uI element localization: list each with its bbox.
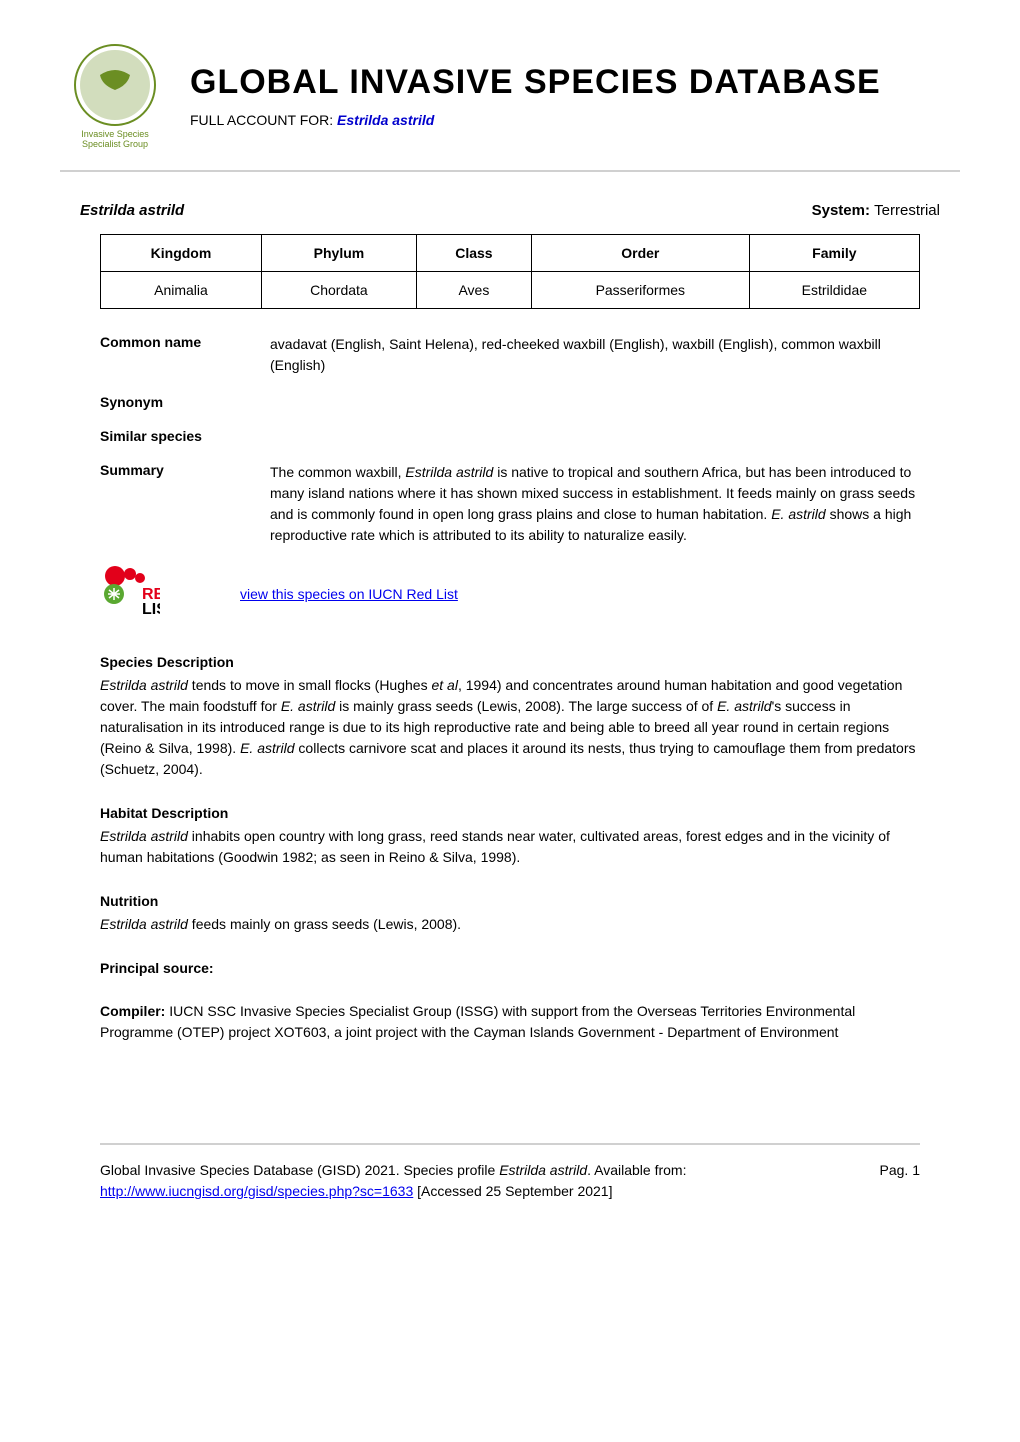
- nutrition-heading: Nutrition: [100, 893, 920, 909]
- similar-species-row: Similar species: [100, 428, 920, 444]
- table-header-row: Kingdom Phylum Class Order Family: [101, 235, 920, 272]
- species-description-section: Species Description Estrilda astrild ten…: [100, 654, 920, 780]
- page-header: Invasive Species Specialist Group GLOBAL…: [60, 40, 960, 172]
- nutrition-text: Estrilda astrild feeds mainly on grass s…: [100, 914, 920, 935]
- page-footer: Global Invasive Species Database (GISD) …: [100, 1143, 920, 1202]
- subtitle-species: Estrilda astrild: [337, 112, 434, 128]
- habitat-description-heading: Habitat Description: [100, 805, 920, 821]
- common-name-row: Common name avadavat (English, Saint Hel…: [100, 334, 920, 376]
- compiler-section: Compiler: IUCN SSC Invasive Species Spec…: [100, 1001, 920, 1043]
- common-name-label: Common name: [100, 334, 250, 376]
- principal-source-heading: Principal source:: [100, 960, 920, 976]
- taxonomy-table: Kingdom Phylum Class Order Family Animal…: [100, 234, 920, 309]
- species-title: Estrilda astrild: [80, 202, 184, 219]
- principal-source-section: Principal source:: [100, 960, 920, 976]
- common-name-value: avadavat (English, Saint Helena), red-ch…: [270, 334, 920, 376]
- species-header-row: Estrilda astrild System: Terrestrial: [80, 202, 940, 219]
- species-description-heading: Species Description: [100, 654, 920, 670]
- cell-class: Aves: [416, 272, 531, 309]
- species-description-text: Estrilda astrild tends to move in small …: [100, 675, 920, 780]
- redlist-logo: RED LIST: [100, 564, 160, 624]
- habitat-description-section: Habitat Description Estrilda astrild inh…: [100, 805, 920, 868]
- footer-citation: Global Invasive Species Database (GISD) …: [100, 1160, 800, 1202]
- system-value: Terrestrial: [874, 202, 940, 219]
- cell-family: Estrildidae: [749, 272, 919, 309]
- nutrition-section: Nutrition Estrilda astrild feeds mainly …: [100, 893, 920, 935]
- summary-row: Summary The common waxbill, Estrilda ast…: [100, 462, 920, 546]
- col-kingdom: Kingdom: [101, 235, 262, 272]
- compiler-heading: Compiler:: [100, 1003, 169, 1019]
- main-title: GLOBAL INVASIVE SPECIES DATABASE: [190, 63, 960, 102]
- header-text-block: GLOBAL INVASIVE SPECIES DATABASE FULL AC…: [190, 63, 960, 128]
- cell-kingdom: Animalia: [101, 272, 262, 309]
- col-family: Family: [749, 235, 919, 272]
- footer-link[interactable]: http://www.iucngisd.org/gisd/species.php…: [100, 1183, 413, 1199]
- col-phylum: Phylum: [261, 235, 416, 272]
- habitat-description-text: Estrilda astrild inhabits open country w…: [100, 826, 920, 868]
- compiler-text: Compiler: IUCN SSC Invasive Species Spec…: [100, 1001, 920, 1043]
- similar-species-label: Similar species: [100, 428, 250, 444]
- summary-label: Summary: [100, 462, 250, 546]
- svg-text:Specialist Group: Specialist Group: [82, 139, 148, 149]
- cell-phylum: Chordata: [261, 272, 416, 309]
- subtitle: FULL ACCOUNT FOR: Estrilda astrild: [190, 112, 960, 128]
- redlist-link[interactable]: view this species on IUCN Red List: [240, 586, 458, 602]
- svg-text:LIST: LIST: [142, 601, 160, 618]
- col-class: Class: [416, 235, 531, 272]
- synonym-row: Synonym: [100, 394, 920, 410]
- synonym-label: Synonym: [100, 394, 250, 410]
- system-label: System:: [812, 202, 875, 219]
- cell-order: Passeriformes: [531, 272, 749, 309]
- page-number: Pag. 1: [880, 1160, 920, 1202]
- svg-text:Invasive Species: Invasive Species: [81, 129, 149, 139]
- system-info: System: Terrestrial: [812, 202, 940, 219]
- subtitle-prefix: FULL ACCOUNT FOR:: [190, 112, 337, 128]
- issg-logo: Invasive Species Specialist Group: [60, 40, 170, 150]
- col-order: Order: [531, 235, 749, 272]
- table-row: Animalia Chordata Aves Passeriformes Est…: [101, 272, 920, 309]
- redlist-section: RED LIST view this species on IUCN Red L…: [100, 564, 920, 624]
- summary-value: The common waxbill, Estrilda astrild is …: [270, 462, 920, 546]
